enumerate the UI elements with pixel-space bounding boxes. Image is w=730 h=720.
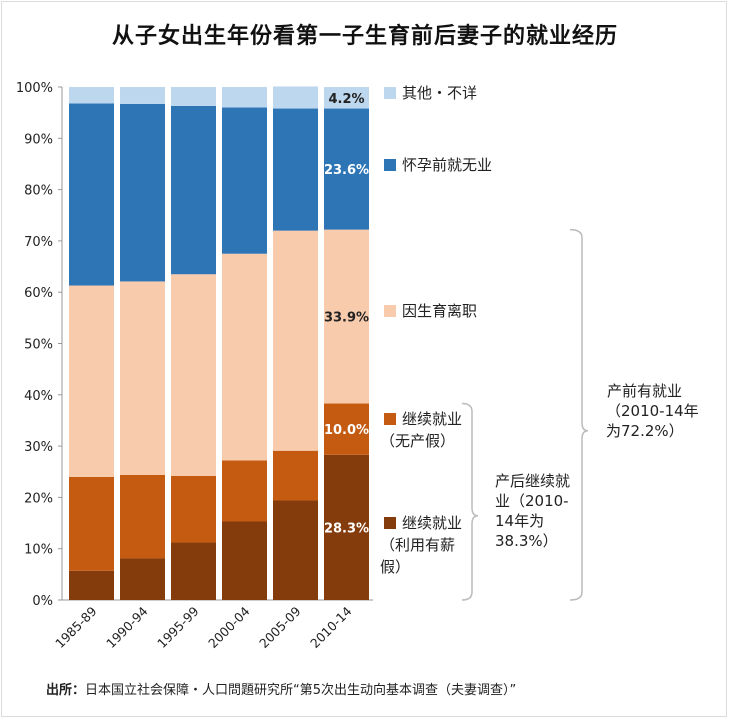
bar-segment — [222, 460, 267, 522]
bar-segment — [222, 107, 267, 254]
bar-segment — [222, 87, 267, 108]
legend-label: 继续就业 — [402, 514, 462, 532]
bar-segment — [69, 103, 114, 286]
bar-segment — [273, 500, 318, 600]
bar-segment — [69, 570, 114, 600]
bar-segment — [273, 450, 318, 501]
bar-segment — [324, 454, 369, 600]
legend-swatch — [384, 159, 396, 171]
bar-segment — [120, 558, 165, 600]
y-tick-label: 40% — [24, 389, 53, 404]
y-tick-label: 80% — [24, 184, 53, 199]
legend-label: （无产假） — [380, 432, 455, 450]
legend-label: （利用有薪 — [380, 536, 455, 554]
legend-label: 继续就业 — [402, 410, 462, 428]
x-tick-label: 2000-04 — [205, 603, 253, 651]
y-tick-label: 70% — [24, 235, 53, 250]
legend-label: 怀孕前就无业 — [402, 156, 492, 174]
source-note: 出所：日本国立社会保障・人口問題研究所“第5次出生动向基本调查（夫妻调查）” — [46, 679, 516, 698]
source-label: 出所： — [46, 683, 86, 698]
annotation-text: 14年为 — [495, 512, 544, 530]
bar-segment — [120, 87, 165, 104]
x-tick-label: 1995-99 — [154, 603, 202, 651]
legend-swatch — [384, 87, 396, 99]
y-tick-label: 100% — [16, 81, 53, 96]
bracket — [461, 402, 479, 601]
annotation-text: （2010-14年 — [606, 402, 699, 420]
annotation-text: 38.3%） — [495, 532, 558, 550]
data-label: 10.0% — [324, 423, 369, 438]
legend-label: 假） — [380, 558, 410, 576]
bar-segment — [273, 230, 318, 451]
y-tick-label: 60% — [24, 286, 53, 301]
bar-segment — [120, 474, 165, 559]
bar-segment — [171, 105, 216, 275]
bar-segment — [69, 476, 114, 571]
bar-segment — [69, 87, 114, 104]
x-axis: 1985-89 1990-94 1995-99 2000-04 2005-09 2010-… — [52, 603, 355, 651]
bar-segment — [171, 274, 216, 476]
y-tick-label: 20% — [24, 491, 53, 506]
bar-segment — [324, 403, 369, 455]
data-label: 33.9% — [324, 311, 369, 326]
x-tick-label: 2010-14 — [307, 603, 355, 651]
y-tick-label: 50% — [24, 338, 53, 353]
x-tick-label: 1985-89 — [52, 603, 100, 651]
bracket — [569, 228, 589, 601]
bar-segment — [222, 521, 267, 600]
x-tick-label: 2005-09 — [256, 603, 304, 651]
bar-segment — [171, 475, 216, 543]
bar-segment — [222, 253, 267, 461]
bar-segment — [324, 229, 369, 404]
y-tick-label: 10% — [24, 543, 53, 558]
legend-swatch — [384, 517, 396, 529]
legend-swatch — [384, 413, 396, 425]
bar-segment — [273, 108, 318, 231]
annotation-text: 为72.2%） — [606, 422, 684, 440]
y-tick-label: 30% — [24, 440, 53, 455]
data-label: 23.6% — [324, 163, 369, 178]
data-label: 28.3% — [324, 521, 369, 536]
chart-title: 从子女出生年份看第一子生育前后妻子的就业经历 — [111, 24, 618, 49]
bar-segment — [273, 86, 318, 109]
x-tick-label: 1990-94 — [103, 603, 151, 651]
y-tick-label: 90% — [24, 132, 53, 147]
bar-segment — [69, 285, 114, 477]
bar-segment — [324, 108, 369, 230]
y-tick-label: 0% — [32, 594, 53, 609]
annotation-text: 业（2010- — [495, 492, 569, 510]
bars: 28.3% 10.0% 33.9% 23.6% 4.2% — [69, 86, 369, 600]
legend-label: 其他・不详 — [402, 84, 477, 102]
bar-segment — [171, 87, 216, 106]
data-label: 4.2% — [328, 92, 364, 107]
bar-segment — [120, 281, 165, 475]
y-axis: 0% 10% 20% 30% 40% 50% 60% 70% 80% 90% 100% — [16, 81, 373, 609]
legend-swatch — [384, 305, 396, 317]
bar-segment — [120, 103, 165, 282]
legend-label: 因生育离职 — [402, 302, 477, 320]
bar-segment — [324, 87, 369, 109]
annotation-text: 产后继续就 — [495, 472, 570, 490]
source-text: 日本国立社会保障・人口問題研究所“第5次出生动向基本调查（夫妻调查）” — [85, 683, 517, 698]
annotation-text: 产前有就业 — [607, 382, 682, 400]
bar-segment — [171, 542, 216, 600]
